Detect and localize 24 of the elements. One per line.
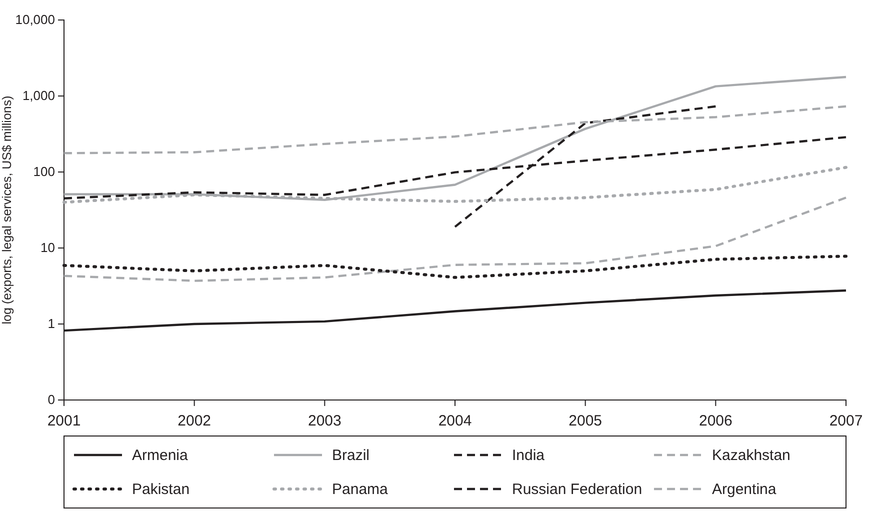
- line-series: [62, 196, 848, 282]
- legend-label: Kazakhstan: [712, 447, 790, 464]
- y-tick-label: 100: [33, 164, 55, 180]
- x-tick-label: 2002: [178, 412, 212, 430]
- y-axis-title: log (exports, legal services, US$ millions): [0, 96, 14, 324]
- legend-label: Brazil: [332, 447, 370, 464]
- x-tick-label: 2004: [438, 412, 472, 430]
- y-tick-label: 1: [48, 316, 55, 332]
- legend-label: India: [512, 447, 546, 464]
- legend-label: Armenia: [132, 447, 189, 464]
- legend-label: Panama: [332, 481, 389, 498]
- x-tick-label: 2003: [308, 412, 342, 430]
- legend-label: Pakistan: [132, 481, 190, 498]
- y-tick-label: 1,000: [22, 88, 55, 104]
- legend-label: Argentina: [712, 481, 777, 498]
- y-tick-label: 10,000: [15, 12, 55, 28]
- y-tick-label: 0: [48, 392, 55, 408]
- y-tick-label: 10: [40, 240, 55, 256]
- x-tick-label: 2005: [568, 412, 602, 430]
- x-tick-label: 2007: [829, 412, 863, 430]
- legend-label: Russian Federation: [512, 481, 642, 498]
- line-series: [62, 76, 848, 201]
- x-tick-label: 2001: [47, 412, 81, 430]
- x-tick-label: 2006: [698, 412, 732, 430]
